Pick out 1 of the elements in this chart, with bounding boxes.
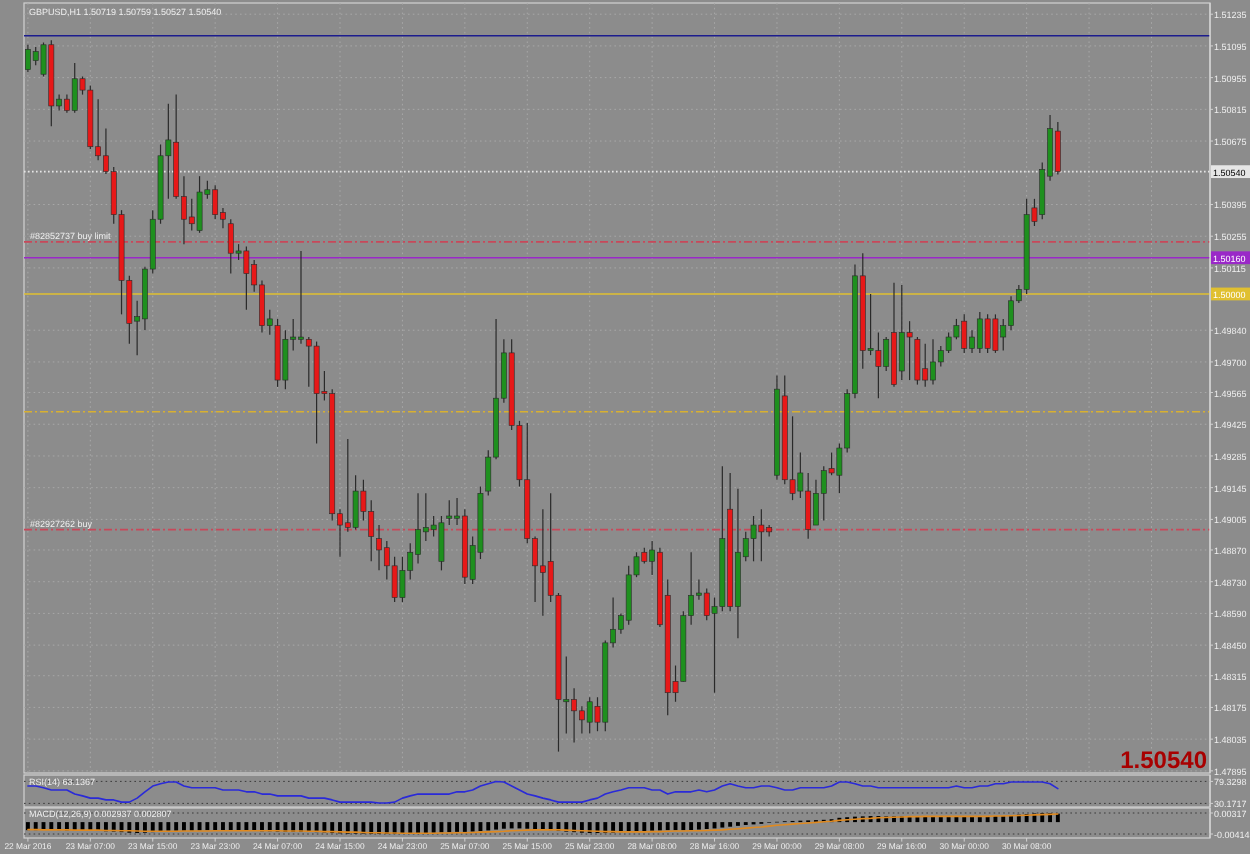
annotation: 1.50540 — [1120, 746, 1208, 774]
